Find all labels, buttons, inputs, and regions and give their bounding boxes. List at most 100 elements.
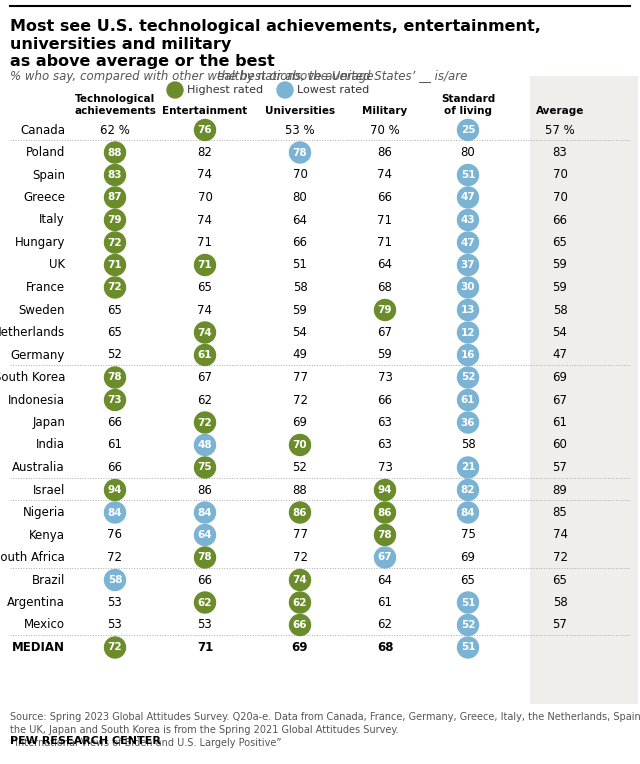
Circle shape: [195, 547, 216, 568]
Circle shape: [458, 119, 479, 141]
Text: 74: 74: [198, 303, 212, 316]
Text: Canada: Canada: [20, 124, 65, 137]
Text: 21: 21: [461, 462, 476, 472]
Text: 71: 71: [378, 236, 392, 249]
Text: 85: 85: [552, 506, 568, 519]
Text: 72: 72: [108, 643, 122, 652]
Text: the best or above average: the best or above average: [217, 70, 374, 83]
Circle shape: [104, 637, 125, 658]
Text: 80: 80: [461, 146, 476, 159]
Circle shape: [195, 119, 216, 141]
Circle shape: [195, 457, 216, 478]
Text: 66: 66: [292, 620, 307, 630]
Text: Lowest rated: Lowest rated: [297, 85, 369, 95]
Circle shape: [195, 592, 216, 613]
Text: Greece: Greece: [23, 191, 65, 204]
Circle shape: [458, 457, 479, 478]
Text: 47: 47: [461, 193, 476, 202]
Circle shape: [458, 164, 479, 186]
Text: 62: 62: [198, 597, 212, 607]
Text: 87: 87: [108, 193, 122, 202]
Text: 60: 60: [552, 439, 568, 452]
Text: 58: 58: [292, 281, 307, 294]
Text: 71: 71: [198, 236, 212, 249]
Text: Universities: Universities: [265, 106, 335, 116]
Circle shape: [195, 412, 216, 433]
Text: 94: 94: [108, 485, 122, 495]
Circle shape: [458, 390, 479, 410]
Circle shape: [289, 435, 310, 455]
Circle shape: [458, 254, 479, 276]
Text: 74: 74: [552, 529, 568, 542]
Text: 64: 64: [378, 574, 392, 587]
Text: 68: 68: [378, 281, 392, 294]
Text: 78: 78: [108, 373, 122, 383]
Text: 86: 86: [378, 146, 392, 159]
Text: 58: 58: [461, 439, 476, 452]
Circle shape: [458, 614, 479, 636]
Text: South Korea: South Korea: [0, 371, 65, 384]
Bar: [530, 116, 638, 704]
Text: 71: 71: [378, 213, 392, 226]
Text: 62: 62: [198, 393, 212, 406]
Text: 16: 16: [461, 350, 476, 360]
Text: India: India: [36, 439, 65, 452]
Circle shape: [104, 254, 125, 276]
Text: 74: 74: [198, 169, 212, 182]
Text: Most see U.S. technological achievements, entertainment, universities and milita: Most see U.S. technological achievements…: [10, 19, 541, 69]
Circle shape: [374, 480, 396, 500]
Text: 62: 62: [378, 619, 392, 632]
Text: 68: 68: [377, 641, 393, 654]
Text: Brazil: Brazil: [31, 574, 65, 587]
Text: Israel: Israel: [33, 484, 65, 497]
Text: 66: 66: [198, 574, 212, 587]
Circle shape: [289, 614, 310, 636]
Text: 59: 59: [552, 281, 568, 294]
Text: 86: 86: [378, 507, 392, 517]
Bar: [530, 76, 638, 131]
Text: 73: 73: [108, 395, 122, 405]
Text: 53 %: 53 %: [285, 124, 315, 137]
Circle shape: [104, 502, 125, 523]
Circle shape: [458, 367, 479, 388]
Text: 62 %: 62 %: [100, 124, 130, 137]
Text: 80: 80: [292, 191, 307, 204]
Circle shape: [195, 254, 216, 276]
Circle shape: [458, 187, 479, 208]
Text: 86: 86: [198, 484, 212, 497]
Text: 51: 51: [461, 643, 476, 652]
Text: 72: 72: [292, 393, 307, 406]
Text: 57 %: 57 %: [545, 124, 575, 137]
Circle shape: [104, 187, 125, 208]
Text: Germany: Germany: [11, 348, 65, 361]
Circle shape: [289, 592, 310, 613]
Text: 58: 58: [552, 596, 568, 609]
Text: 70: 70: [552, 191, 568, 204]
Text: 64: 64: [292, 213, 307, 226]
Text: 66: 66: [108, 461, 122, 474]
Text: 70: 70: [292, 440, 307, 450]
Text: 61: 61: [461, 395, 476, 405]
Text: 83: 83: [552, 146, 568, 159]
Text: 57: 57: [552, 461, 568, 474]
Text: 62: 62: [292, 597, 307, 607]
Text: Kenya: Kenya: [29, 529, 65, 542]
Text: Mexico: Mexico: [24, 619, 65, 632]
Text: 66: 66: [378, 191, 392, 204]
Circle shape: [277, 82, 293, 98]
Text: 77: 77: [292, 371, 307, 384]
Circle shape: [195, 525, 216, 545]
Circle shape: [104, 390, 125, 410]
Text: Netherlands: Netherlands: [0, 326, 65, 339]
Text: 30: 30: [461, 283, 476, 293]
Text: 74: 74: [198, 213, 212, 226]
Text: 83: 83: [108, 170, 122, 180]
Text: UK: UK: [49, 258, 65, 271]
Text: 69: 69: [461, 551, 476, 564]
Text: 71: 71: [197, 641, 213, 654]
Text: 43: 43: [461, 215, 476, 225]
Text: 84: 84: [461, 507, 476, 517]
Text: 59: 59: [378, 348, 392, 361]
Text: Poland: Poland: [26, 146, 65, 159]
Circle shape: [195, 435, 216, 455]
